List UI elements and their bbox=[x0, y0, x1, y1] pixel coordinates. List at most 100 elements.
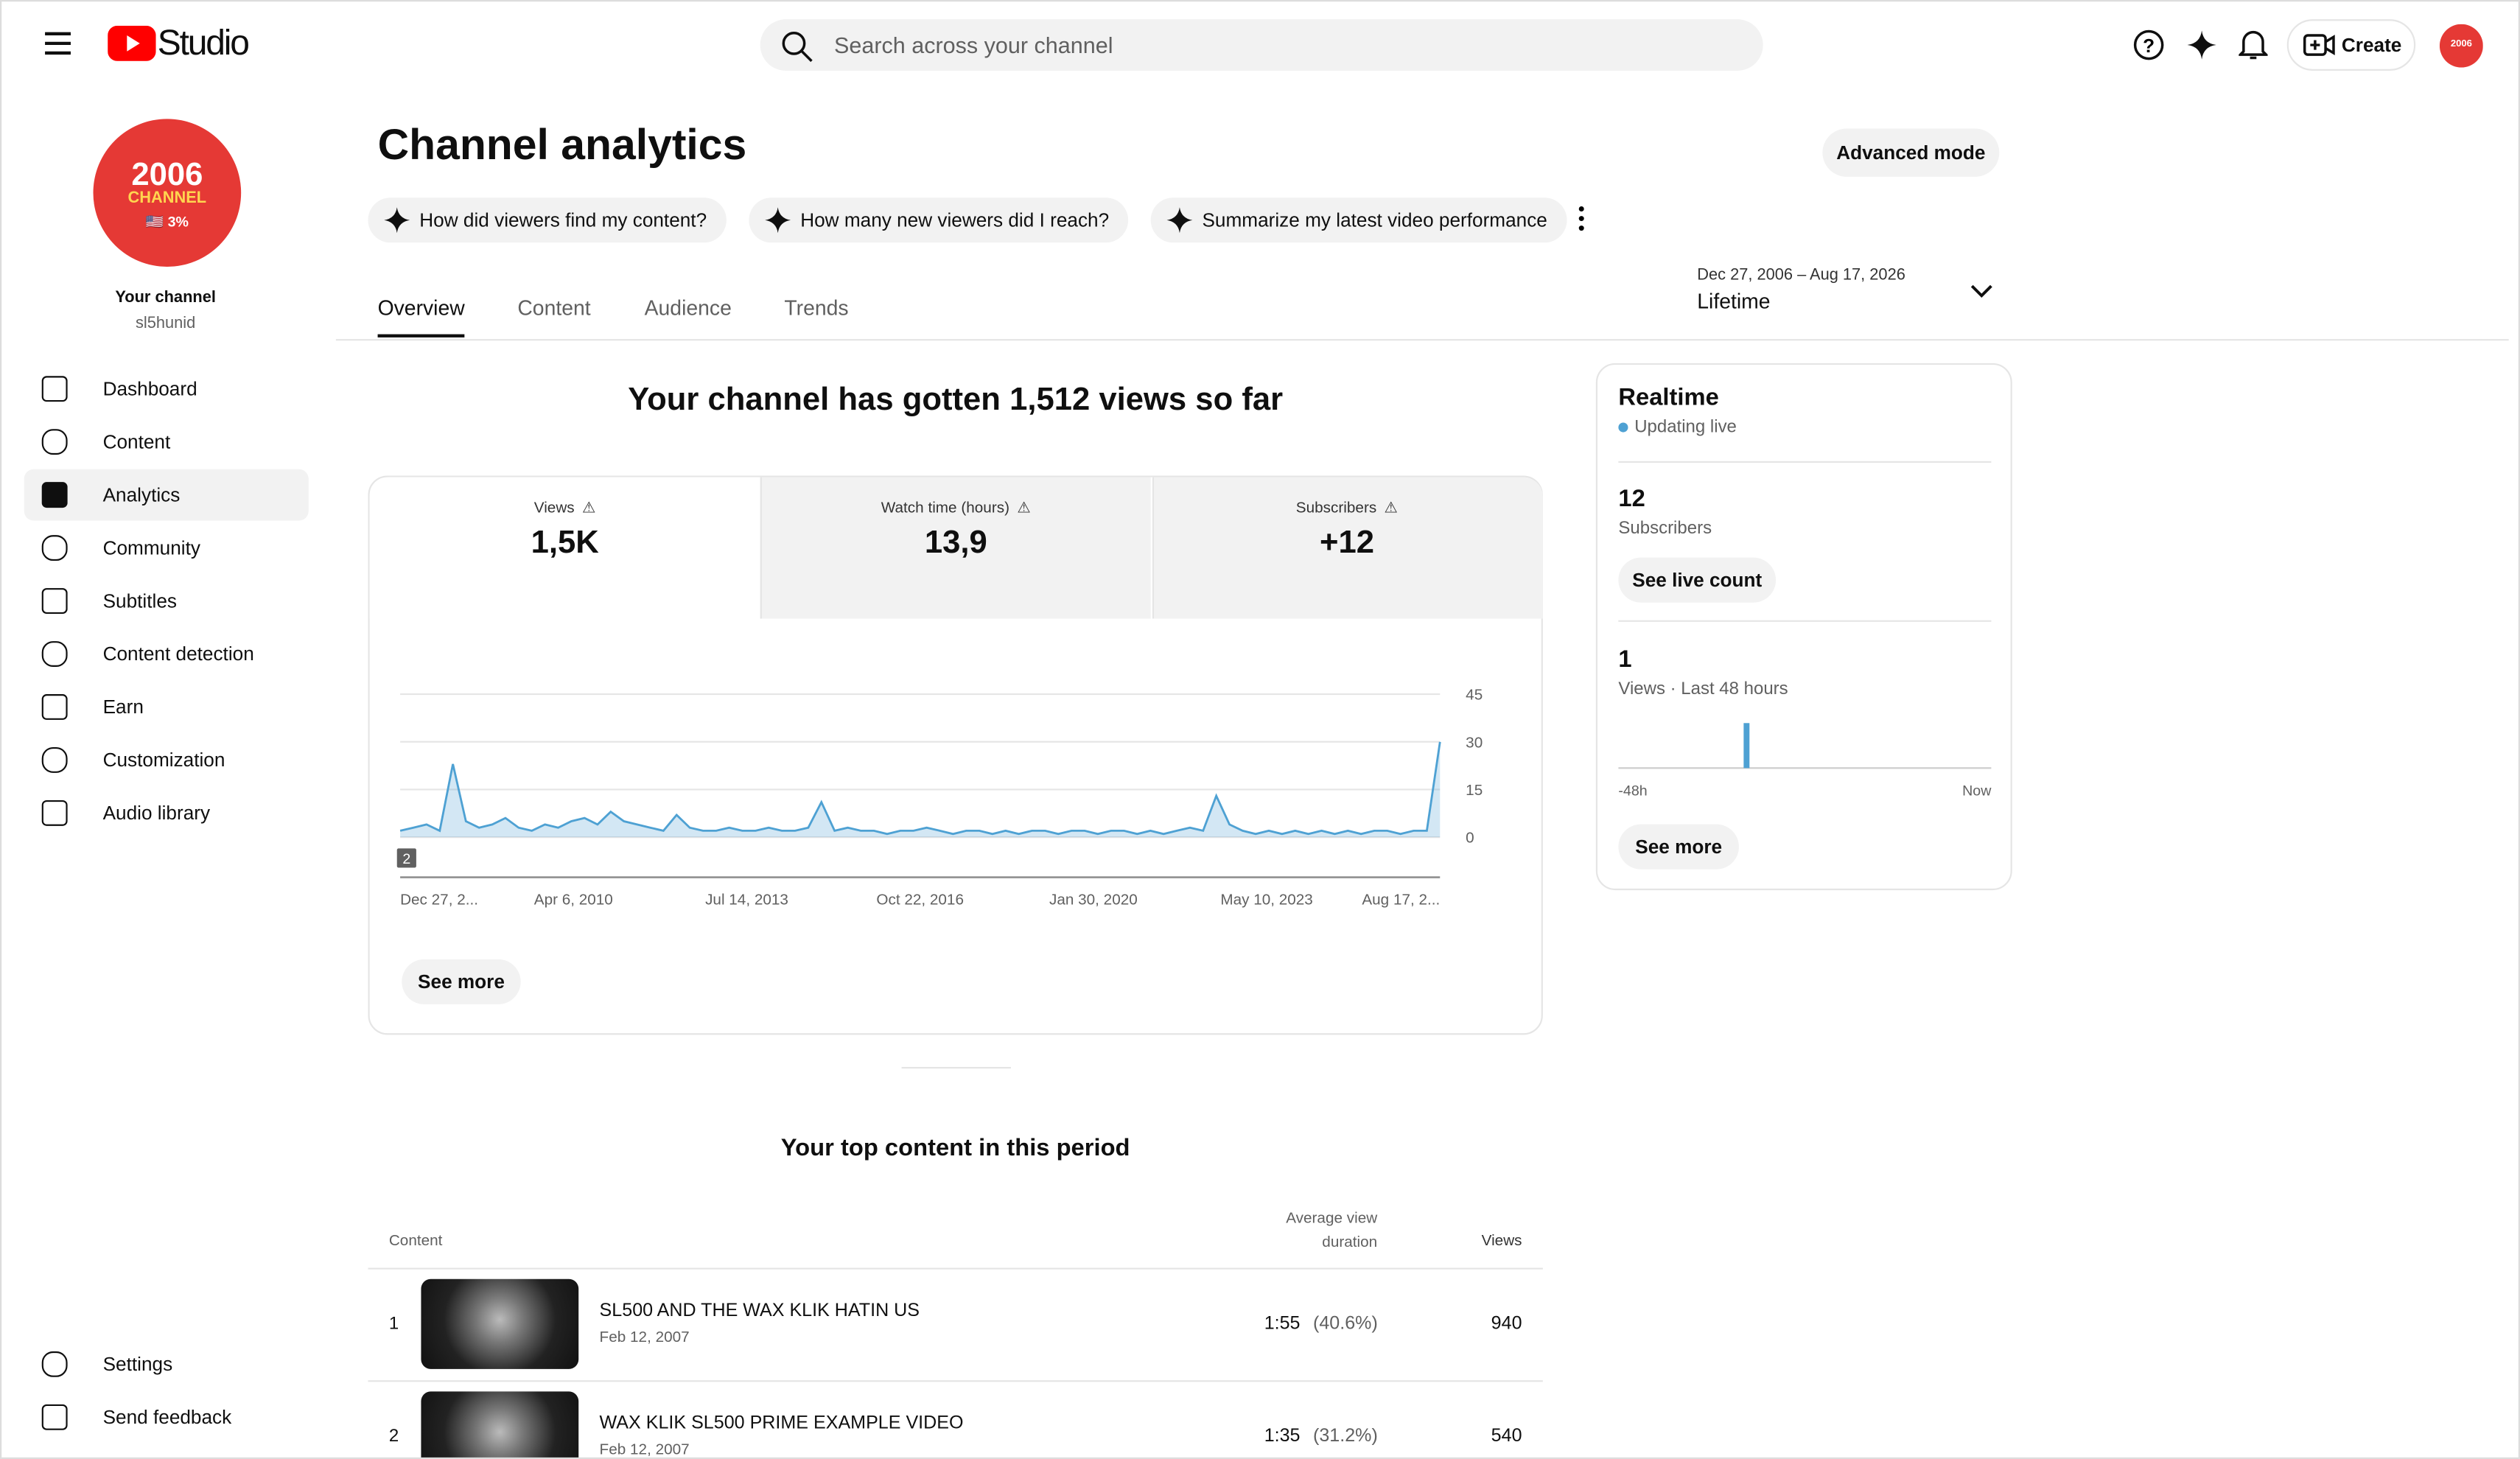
tab[interactable]: Audience bbox=[644, 295, 732, 320]
help-icon[interactable]: ? bbox=[2132, 29, 2165, 61]
nav-icon[interactable] bbox=[41, 1351, 68, 1377]
row-title[interactable]: SL500 AND THE WAX KLIK HATIN US bbox=[599, 1301, 920, 1321]
create-label[interactable]: Create bbox=[2341, 33, 2402, 57]
realtime-status: Updating live bbox=[1634, 417, 1737, 438]
divider bbox=[1618, 620, 1992, 622]
tab[interactable]: Overview bbox=[377, 295, 465, 320]
marker-box bbox=[396, 848, 416, 868]
metric-tab[interactable] bbox=[760, 477, 1152, 619]
axis-start: -48h bbox=[1618, 782, 1648, 799]
y-tick-label: 0 bbox=[1466, 830, 1474, 847]
badge-small: 🇺🇸 3% bbox=[146, 214, 189, 230]
nav-icon[interactable] bbox=[41, 800, 68, 826]
row-views: 940 bbox=[1491, 1314, 1522, 1334]
ai-icon[interactable] bbox=[2185, 29, 2218, 61]
nav-item[interactable]: Community bbox=[102, 536, 200, 559]
channel-handle: sl5hunid bbox=[135, 315, 196, 333]
views-label: Views · Last 48 hours bbox=[1618, 679, 1788, 699]
nav-icon[interactable] bbox=[41, 1404, 68, 1430]
thumbnail[interactable] bbox=[421, 1391, 579, 1458]
chart-see-more[interactable]: See more bbox=[402, 959, 521, 1004]
metric-label: Views ⚠ bbox=[533, 500, 596, 518]
row-percent: (40.6%) bbox=[1312, 1314, 1378, 1334]
nav-icon[interactable] bbox=[41, 588, 68, 614]
x-tick-label: Dec 27, 2... bbox=[400, 892, 478, 909]
nav-icon[interactable] bbox=[41, 482, 68, 508]
spark-icon bbox=[1166, 207, 1193, 234]
x-tick-label: Oct 22, 2016 bbox=[876, 892, 964, 909]
row-rank: 1 bbox=[388, 1314, 399, 1334]
nav-icon[interactable] bbox=[41, 429, 68, 455]
y-tick-label: 45 bbox=[1466, 687, 1483, 704]
live-count-button[interactable]: See live count bbox=[1618, 557, 1777, 603]
separator bbox=[901, 1066, 1011, 1069]
realtime-bar bbox=[1743, 723, 1750, 769]
nav-icon[interactable] bbox=[41, 376, 68, 402]
bell-icon[interactable] bbox=[2239, 27, 2268, 61]
metric-value: +12 bbox=[1319, 525, 1374, 561]
logo-icon[interactable] bbox=[108, 25, 156, 61]
account-avatar[interactable]: 2006 bbox=[2439, 24, 2483, 68]
metric-tab[interactable] bbox=[369, 477, 760, 619]
date-range[interactable]: Dec 27, 2006 – Aug 17, 2026 bbox=[1697, 266, 1905, 284]
line bbox=[399, 741, 1441, 836]
nav-item[interactable]: Send feedback bbox=[102, 1406, 232, 1429]
tab[interactable]: Content bbox=[517, 295, 591, 320]
nav-item[interactable]: Audio library bbox=[102, 802, 211, 825]
area bbox=[400, 741, 1441, 838]
x-tick-label: Apr 6, 2010 bbox=[534, 892, 613, 909]
avatar-text: 2006 bbox=[2451, 38, 2472, 49]
dropdown-icon[interactable] bbox=[1970, 284, 1993, 299]
x-tick-label: Jul 14, 2013 bbox=[705, 892, 788, 909]
row-title[interactable]: WAX KLIK SL500 PRIME EXAMPLE VIDEO bbox=[599, 1413, 964, 1434]
badge-year: 2006 bbox=[131, 157, 203, 192]
realtime-see-more[interactable]: See more bbox=[1618, 824, 1739, 870]
subs-value: 12 bbox=[1618, 485, 1645, 513]
search-box[interactable] bbox=[760, 19, 1763, 71]
logo-text[interactable]: Studio bbox=[157, 22, 250, 63]
nav-item[interactable]: Analytics bbox=[102, 483, 181, 506]
prompt-chip[interactable]: How many new viewers did I reach? bbox=[749, 197, 1129, 243]
create-button[interactable] bbox=[2286, 19, 2416, 71]
nav-icon[interactable] bbox=[41, 746, 68, 773]
nav-item[interactable]: Dashboard bbox=[102, 377, 197, 400]
tab-divider bbox=[335, 339, 2509, 341]
nav-icon[interactable] bbox=[41, 694, 68, 720]
row-duration: 1:55 bbox=[1264, 1314, 1301, 1334]
live-dot bbox=[1618, 422, 1628, 433]
row-date: Feb 12, 2007 bbox=[599, 1329, 690, 1347]
tab[interactable]: Trends bbox=[784, 295, 849, 320]
thumbnail[interactable] bbox=[421, 1278, 579, 1369]
nav-item[interactable]: Subtitles bbox=[102, 589, 177, 612]
menu-icon[interactable] bbox=[43, 30, 72, 56]
nav-active-bg[interactable] bbox=[24, 469, 309, 521]
row-divider bbox=[368, 1380, 1543, 1382]
nav-item[interactable]: Earn bbox=[102, 696, 144, 718]
nav-item[interactable]: Content detection bbox=[102, 643, 254, 665]
tab-underline bbox=[377, 334, 465, 337]
more-icon[interactable] bbox=[1575, 206, 1587, 231]
channel-avatar[interactable]: 2006 CHANNEL 🇺🇸 3% bbox=[91, 117, 242, 268]
nav-item[interactable]: Customization bbox=[102, 749, 225, 772]
row-percent: (31.2%) bbox=[1312, 1427, 1378, 1446]
metric-tab[interactable] bbox=[1151, 477, 1542, 619]
advanced-mode[interactable]: Advanced mode bbox=[1822, 128, 2000, 177]
spark-icon bbox=[384, 207, 410, 234]
nav-item[interactable]: Content bbox=[102, 430, 171, 453]
nav-icon[interactable] bbox=[41, 535, 68, 561]
nav-item[interactable]: Settings bbox=[102, 1353, 173, 1376]
search-icon bbox=[782, 31, 813, 63]
nav-icon[interactable] bbox=[41, 641, 68, 667]
prompt-chip[interactable]: Summarize my latest video performance bbox=[1150, 197, 1567, 243]
prompt-chip[interactable]: How did viewers find my content? bbox=[368, 197, 727, 243]
metric-label: Watch time (hours) ⚠ bbox=[881, 500, 1031, 518]
summary: Your channel has gotten 1,512 views so f… bbox=[628, 382, 1284, 418]
metric-value: 13,9 bbox=[924, 525, 987, 561]
period[interactable]: Lifetime bbox=[1697, 289, 1771, 314]
row-rank: 2 bbox=[388, 1427, 399, 1446]
y-tick-label: 15 bbox=[1466, 782, 1483, 799]
page-title: Channel analytics bbox=[377, 120, 747, 169]
top-content-title: Your top content in this period bbox=[780, 1134, 1130, 1162]
